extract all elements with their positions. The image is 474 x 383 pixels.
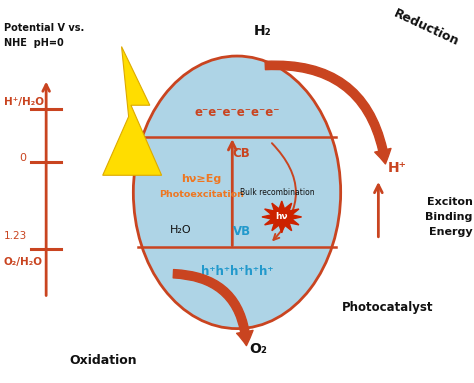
Text: Photoexcitation: Photoexcitation xyxy=(159,190,244,200)
Text: Energy: Energy xyxy=(429,227,473,237)
Polygon shape xyxy=(262,201,301,233)
Text: Binding: Binding xyxy=(425,212,473,222)
Text: CB: CB xyxy=(233,147,251,160)
Ellipse shape xyxy=(133,56,341,329)
Polygon shape xyxy=(103,47,162,175)
Text: hν≥Eg: hν≥Eg xyxy=(182,174,222,184)
Text: H⁺: H⁺ xyxy=(388,161,407,175)
Text: Oxidation: Oxidation xyxy=(69,354,137,367)
Text: Exciton: Exciton xyxy=(427,197,473,207)
Text: VB: VB xyxy=(233,225,251,238)
FancyArrowPatch shape xyxy=(265,61,391,164)
Text: H₂O: H₂O xyxy=(170,225,191,235)
Text: O₂: O₂ xyxy=(249,342,267,357)
Text: hν: hν xyxy=(275,213,288,221)
FancyArrowPatch shape xyxy=(173,270,253,345)
Text: e⁻e⁻e⁻e⁻e⁻e⁻: e⁻e⁻e⁻e⁻e⁻e⁻ xyxy=(194,106,280,119)
Text: Reduction: Reduction xyxy=(392,7,461,49)
Text: O₂/H₂O: O₂/H₂O xyxy=(4,257,43,267)
Text: Potential V vs.: Potential V vs. xyxy=(4,23,84,33)
Text: H₂: H₂ xyxy=(254,25,272,38)
Text: Bulk recombination: Bulk recombination xyxy=(240,188,314,197)
Text: h⁺h⁺h⁺h⁺h⁺: h⁺h⁺h⁺h⁺h⁺ xyxy=(201,265,273,278)
Text: 1.23: 1.23 xyxy=(4,231,27,241)
Text: Photocatalyst: Photocatalyst xyxy=(342,301,434,314)
Text: H⁺/H₂O: H⁺/H₂O xyxy=(4,97,44,107)
Text: NHE  pH=0: NHE pH=0 xyxy=(4,38,64,48)
Text: 0: 0 xyxy=(19,153,27,163)
